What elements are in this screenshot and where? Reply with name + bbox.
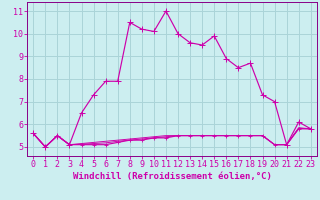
X-axis label: Windchill (Refroidissement éolien,°C): Windchill (Refroidissement éolien,°C) bbox=[73, 172, 271, 181]
